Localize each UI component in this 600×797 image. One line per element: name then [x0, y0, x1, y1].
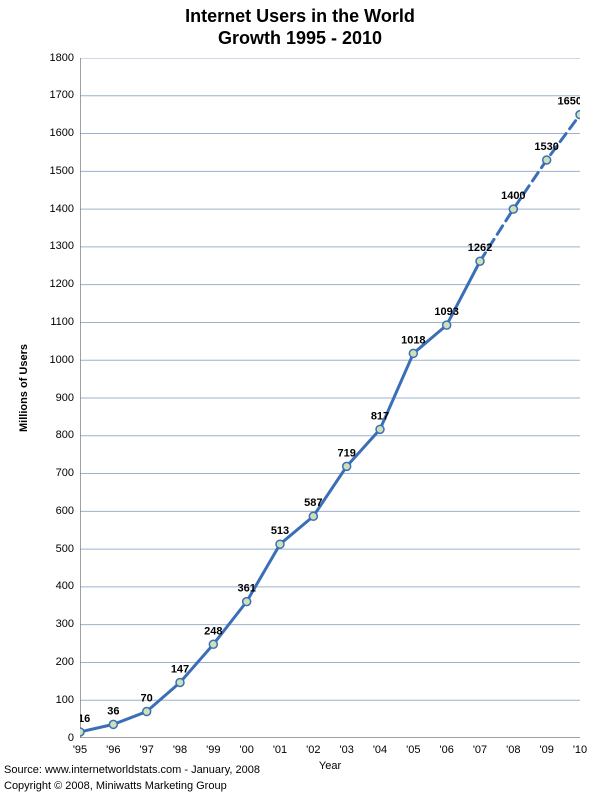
y-tick: 1400 [50, 203, 74, 215]
x-tick: '95 [68, 744, 92, 756]
svg-text:361: 361 [237, 583, 255, 595]
x-tick: '10 [568, 744, 592, 756]
y-tick: 1700 [50, 89, 74, 101]
svg-text:817: 817 [371, 410, 389, 422]
x-tick: '01 [268, 744, 292, 756]
svg-text:513: 513 [271, 525, 289, 537]
chart-root: { "chart": { "type": "line", "title_line… [0, 0, 600, 797]
y-tick: 1000 [50, 354, 74, 366]
y-tick: 100 [56, 694, 74, 706]
y-tick: 800 [56, 429, 74, 441]
x-tick: '08 [501, 744, 525, 756]
svg-text:36: 36 [107, 705, 119, 717]
chart-title-line2: Growth 1995 - 2010 [0, 28, 600, 49]
x-tick: '02 [301, 744, 325, 756]
footer-source: Source: www.internetworldstats.com - Jan… [4, 764, 260, 776]
y-tick: 0 [68, 732, 74, 744]
y-tick: 1300 [50, 240, 74, 252]
y-tick: 1100 [50, 316, 74, 328]
x-tick: '06 [435, 744, 459, 756]
x-tick: '99 [201, 744, 225, 756]
x-tick: '04 [368, 744, 392, 756]
svg-text:719: 719 [337, 447, 355, 459]
x-tick: '97 [135, 744, 159, 756]
y-tick: 900 [56, 392, 74, 404]
y-tick: 1200 [50, 278, 74, 290]
y-tick: 200 [56, 656, 74, 668]
svg-text:1650: 1650 [558, 96, 580, 108]
y-axis-label: Millions of Users [18, 328, 30, 448]
y-tick: 600 [56, 505, 74, 517]
x-tick: '05 [401, 744, 425, 756]
svg-text:1018: 1018 [401, 334, 425, 346]
y-tick: 400 [56, 580, 74, 592]
y-tick: 500 [56, 543, 74, 555]
svg-text:147: 147 [171, 663, 189, 675]
plot-area: 16 36 70 147 248 361 513 587 719 817 1018 1093 1262 1… [80, 58, 580, 738]
svg-text:248: 248 [204, 625, 222, 637]
svg-text:1530: 1530 [534, 141, 558, 153]
x-tick: '00 [235, 744, 259, 756]
svg-text:16: 16 [80, 713, 90, 725]
svg-text:70: 70 [141, 693, 153, 705]
x-tick: '09 [535, 744, 559, 756]
x-tick: '03 [335, 744, 359, 756]
x-tick: '96 [101, 744, 125, 756]
svg-text:1400: 1400 [501, 190, 525, 202]
y-tick: 700 [56, 467, 74, 479]
y-tick: 300 [56, 618, 74, 630]
x-tick: '98 [168, 744, 192, 756]
y-tick: 1500 [50, 165, 74, 177]
svg-text:1093: 1093 [434, 306, 458, 318]
footer-copyright: Copyright © 2008, Miniwatts Marketing Gr… [4, 780, 227, 792]
svg-text:587: 587 [304, 497, 322, 509]
svg-text:1262: 1262 [468, 242, 492, 254]
x-tick: '07 [468, 744, 492, 756]
y-tick: 1800 [50, 52, 74, 64]
chart-title-line1: Internet Users in the World [0, 6, 600, 27]
y-tick: 1600 [50, 127, 74, 139]
